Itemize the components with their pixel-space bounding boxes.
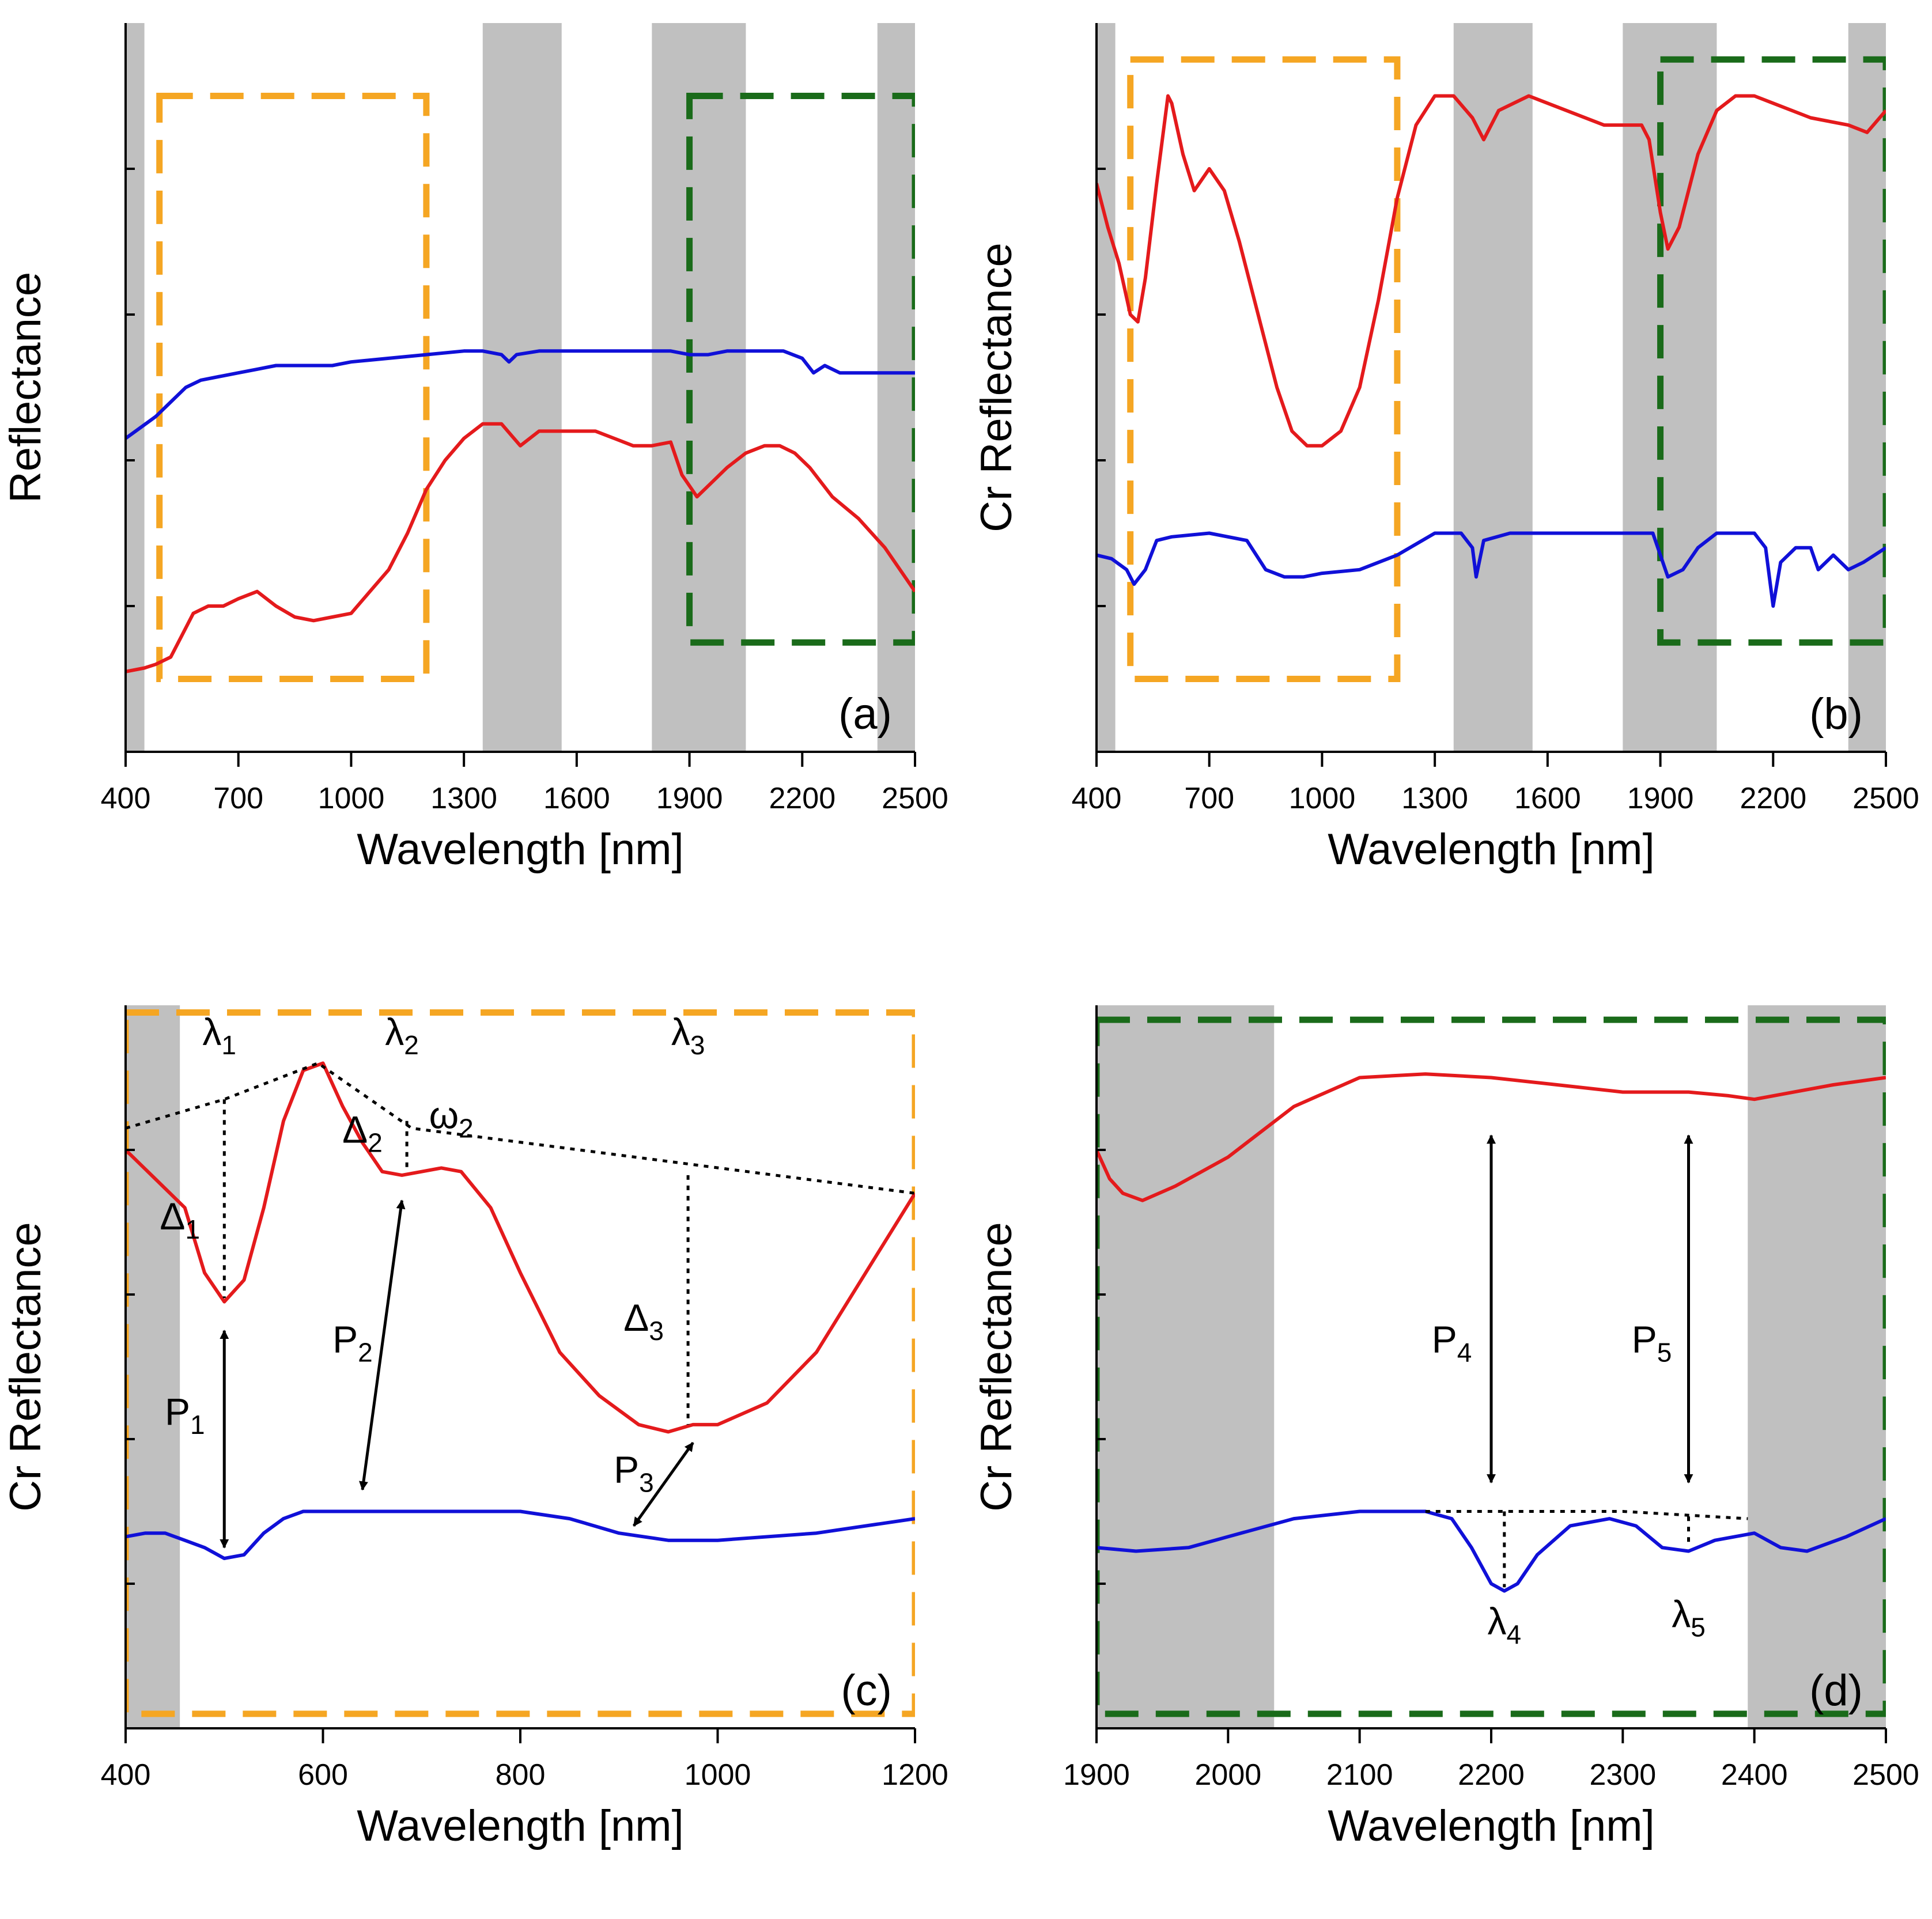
orange-dashed-box (126, 1009, 915, 1717)
annotation-P4: P4 (1432, 1318, 1472, 1367)
x-tick-label: 2200 (1458, 1758, 1525, 1792)
shaded-band (482, 23, 562, 752)
annotation-λ1: λ1 (202, 1010, 236, 1060)
p3-arrow (632, 1441, 694, 1527)
shaded-band (877, 23, 915, 752)
x-axis-title: Wavelength [nm] (357, 1801, 683, 1850)
panel-a: 400 700 1000 1300 1600 1900 2200 2500 Wavelength… (1, 23, 948, 874)
p2-arrow (359, 1199, 406, 1491)
shaded-band (1848, 23, 1886, 752)
annotation-P3: P3 (614, 1448, 654, 1497)
x-axis-title: Wavelength [nm] (1328, 1801, 1654, 1850)
y-axis-title: Cr Reflectance (972, 243, 1021, 532)
x-tick-label: 2000 (1194, 1758, 1261, 1792)
panel-label: (b) (1809, 690, 1863, 739)
annotation-P5: P5 (1632, 1318, 1672, 1367)
x-tick-label: 1300 (1401, 782, 1468, 815)
x-tick-label: 2500 (1852, 1758, 1919, 1792)
x-axis-title: Wavelength [nm] (1328, 825, 1654, 874)
x-tick-label: 700 (1184, 782, 1234, 815)
shaded-band (1453, 23, 1533, 752)
red-series-line (126, 1061, 915, 1434)
panel-label: (c) (841, 1666, 892, 1715)
x-tick-label: 2200 (1740, 782, 1806, 815)
continuum-line (125, 1061, 916, 1195)
shaded-band (1097, 1005, 1275, 1728)
x-tick-label: 700 (213, 782, 263, 815)
x-tick-label: 1900 (1627, 782, 1694, 815)
x-tick-label: 2500 (1852, 782, 1919, 815)
shaded-band (1097, 23, 1116, 752)
green-dashed-box (1097, 1016, 1886, 1717)
x-tick-label: 1000 (1289, 782, 1356, 815)
annotation-λ5: λ5 (1672, 1592, 1706, 1642)
green-dashed-box (1657, 56, 1886, 646)
shaded-band (652, 23, 746, 752)
green-dashed-box (686, 93, 915, 646)
annotation-λ4: λ4 (1488, 1600, 1522, 1649)
x-tick-label: 2100 (1326, 1758, 1393, 1792)
panel-c: 400 600 800 1000 1200 Wavelength [nm] Cr Refle… (1, 1005, 948, 1850)
x-tick-label: 400 (101, 1758, 151, 1792)
orange-dashed-box (1127, 56, 1401, 682)
x-tick-label: 1900 (656, 782, 723, 815)
panel-label: (a) (838, 690, 892, 739)
blue-series-line (1097, 1509, 1886, 1593)
x-tick-label: 2500 (882, 782, 948, 815)
x-tick-label: 600 (298, 1758, 348, 1792)
continuum-line (1425, 1510, 1748, 1520)
annotation-ω2: ω2 (429, 1093, 474, 1143)
panel-b: 400 700 1000 1300 1600 1900 2200 2500 Wavelength… (972, 23, 1919, 874)
x-tick-label: 800 (496, 1758, 546, 1792)
blue-series-line (1097, 531, 1886, 608)
y-axis-title: Cr Reflectance (972, 1222, 1021, 1512)
y-axis-title: Reflectance (1, 272, 50, 503)
x-tick-label: 1600 (1514, 782, 1581, 815)
annotation-λ2: λ2 (385, 1010, 419, 1060)
x-tick-label: 400 (101, 782, 151, 815)
shaded-band (126, 23, 145, 752)
y-axis-title: Cr Reflectance (1, 1222, 50, 1512)
x-axis-title: Wavelength [nm] (357, 825, 683, 874)
annotation-P2: P2 (332, 1318, 373, 1367)
annotation-Δ1: Δ1 (160, 1195, 200, 1244)
annotation-Δ2: Δ2 (342, 1108, 383, 1157)
x-tick-label: 1000 (318, 782, 385, 815)
red-series-line (1097, 94, 1886, 448)
annotation-λ3: λ3 (671, 1010, 705, 1060)
orange-dashed-box (156, 93, 430, 682)
red-series-line (1097, 1072, 1886, 1202)
x-tick-label: 2300 (1589, 1758, 1656, 1792)
x-tick-label: 1000 (685, 1758, 751, 1792)
panel-d: 1900 2000 2100 2200 2300 2400 2500 Wavelength [… (972, 1005, 1919, 1850)
panel-label: (d) (1809, 1666, 1863, 1715)
x-tick-label: 1300 (430, 782, 497, 815)
shaded-band (126, 1005, 180, 1728)
blue-series-line (126, 1509, 915, 1561)
x-tick-label: 2400 (1721, 1758, 1788, 1792)
x-tick-label: 1200 (882, 1758, 948, 1792)
red-series-line (126, 422, 915, 673)
x-tick-label: 2200 (769, 782, 835, 815)
blue-series-line (126, 349, 915, 440)
shaded-band (1748, 1005, 1886, 1728)
annotation-P1: P1 (165, 1390, 205, 1440)
x-tick-label: 400 (1072, 782, 1122, 815)
annotation-Δ3: Δ3 (623, 1296, 664, 1346)
x-tick-label: 1600 (543, 782, 610, 815)
x-tick-label: 1900 (1063, 1758, 1130, 1792)
